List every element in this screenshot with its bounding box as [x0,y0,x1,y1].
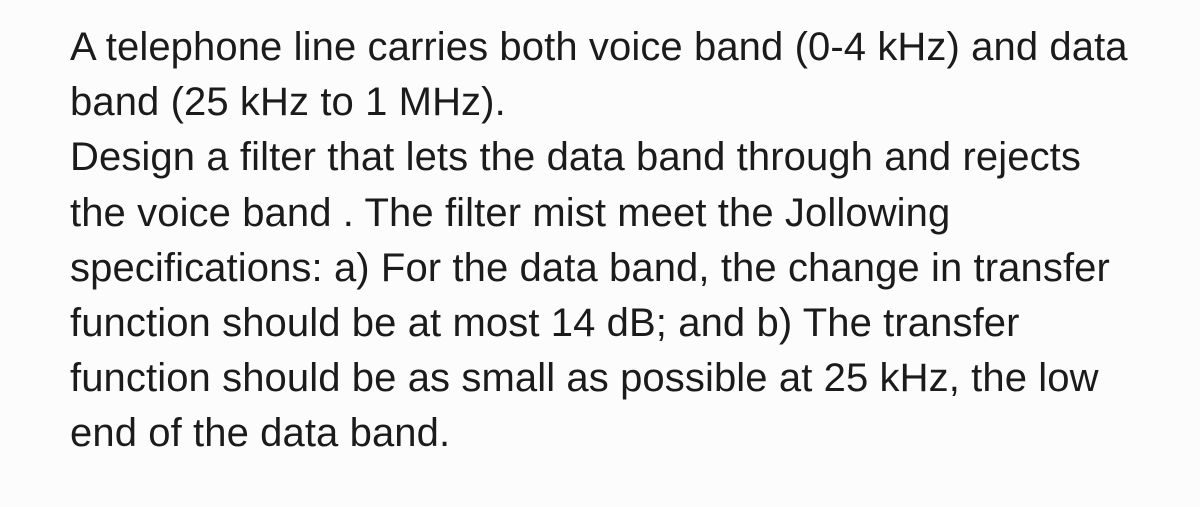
problem-text: A telephone line carries both voice band… [70,25,1128,455]
problem-text-block: A telephone line carries both voice band… [0,0,1200,507]
